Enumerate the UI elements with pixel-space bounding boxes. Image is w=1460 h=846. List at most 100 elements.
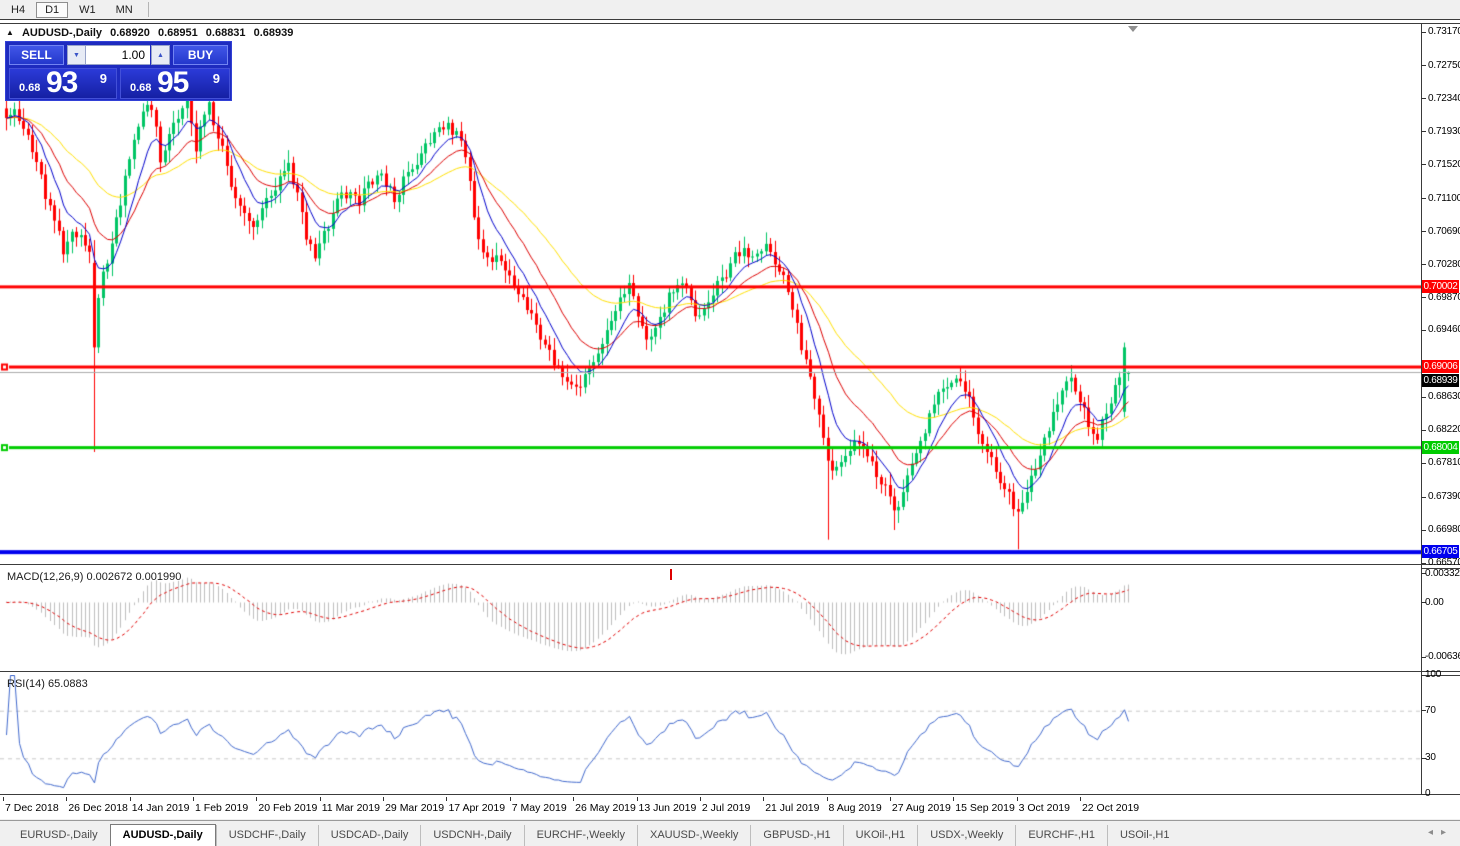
rsi-scale-label: 100 [1425, 669, 1442, 680]
time-axis-tick [383, 797, 385, 801]
price-axis-label: 0.70690 [1428, 225, 1460, 237]
time-axis-label: 22 Oct 2019 [1081, 802, 1140, 814]
macd-canvas[interactable] [0, 568, 1421, 671]
sell-price-button[interactable]: 0.68 93 9 [9, 66, 117, 99]
chart-window: 0.73170 0.72750 0.72340 0.71930 0.71520 0.711… [0, 24, 1460, 819]
tab-usdchf-daily[interactable]: USDCHF-,Daily [215, 825, 318, 846]
chart-title: ▲ AUDUSD-,Daily 0.68920 0.68951 0.68831 … [6, 27, 293, 39]
tab-eurchf-weekly[interactable]: EURCHF-,Weekly [523, 825, 637, 846]
timeframe-button-d1[interactable]: D1 [36, 1, 69, 18]
timeframe-button-w1[interactable]: W1 [79, 3, 96, 16]
time-axis-label: 8 Aug 2019 [828, 802, 882, 814]
time-axis-tick [889, 797, 891, 801]
time-axis-tick [66, 797, 68, 801]
tab-eurchf-h1[interactable]: EURCHF-,H1 [1015, 825, 1107, 846]
macd-scale-label: -0.00636 [1425, 651, 1460, 663]
chart-tabs: EURUSD-,Daily AUDUSD-,Daily USDCHF-,Daily U… [8, 824, 1181, 846]
rsi-scale-tick [1421, 710, 1426, 712]
buy-price-sup: 9 [212, 71, 220, 86]
price-axis-label: 0.68220 [1428, 424, 1460, 436]
rsi-canvas[interactable] [0, 675, 1421, 794]
tab-gbpusd-h1[interactable]: GBPUSD-,H1 [750, 825, 842, 846]
buy-price-button[interactable]: 0.68 95 9 [120, 66, 230, 99]
time-axis-tick [509, 797, 511, 801]
price-axis-border [1421, 24, 1422, 794]
rsi-scale-tick [1421, 674, 1426, 676]
macd-value-main: 0.002672 [86, 571, 133, 583]
tab-ukoil-h1[interactable]: UKOil-,H1 [842, 825, 918, 846]
volume-increment-button[interactable]: ▲ [151, 45, 170, 65]
macd-label: MACD(12,26,9) 0.002672 0.001990 [7, 571, 182, 583]
tab-usoil-h1[interactable]: USOil-,H1 [1106, 825, 1182, 846]
symbol-collapse-arrow-icon[interactable]: ▲ [6, 28, 14, 37]
price-axis-tick [1421, 198, 1426, 200]
price-axis-tick [1421, 164, 1426, 166]
bid-price-tag: 0.68939 [1422, 374, 1459, 388]
time-axis-label: 26 Dec 2018 [68, 802, 128, 814]
time-axis-label: 14 Jan 2019 [131, 802, 190, 814]
time-axis-label: 7 May 2019 [511, 802, 567, 814]
price-axis-tick [1421, 462, 1426, 464]
toolbar-divider [147, 2, 149, 17]
macd-scale-tick [1421, 573, 1426, 575]
ohlc-high: 0.68951 [157, 27, 198, 39]
rsi-value: 65.0883 [47, 678, 88, 690]
rsi-scale-tick [1421, 793, 1426, 795]
sell-price-big: 93 [46, 66, 78, 99]
sell-button[interactable]: SELL [9, 45, 64, 65]
time-axis-tick [1016, 797, 1018, 801]
timeframe-buttons: H4 D1 W1 MN [0, 1, 142, 18]
macd-object-marker [670, 569, 672, 580]
chart-symbol-label: AUDUSD-,Daily [21, 27, 103, 39]
price-axis-tick [1421, 396, 1426, 398]
macd-scale-label: 0.00 [1425, 596, 1444, 608]
hline-price-tag: 0.66705 [1422, 545, 1459, 559]
time-axis-tick [763, 797, 765, 801]
time-axis[interactable]: 7 Dec 2018 26 Dec 2018 14 Jan 2019 1 Feb 20… [0, 797, 1460, 819]
price-axis-label: 0.66980 [1428, 524, 1460, 536]
volume-decrement-button[interactable]: ▼ [67, 45, 86, 65]
time-axis-tick [636, 797, 638, 801]
main-chart-canvas[interactable] [0, 24, 1421, 564]
timeframe-button-mn[interactable]: MN [115, 3, 133, 16]
chart-tab-bar: EURUSD-,Daily AUDUSD-,Daily USDCHF-,Daily U… [0, 820, 1460, 846]
rsi-scale-label: 70 [1425, 704, 1436, 716]
time-axis-label: 17 Apr 2019 [448, 802, 506, 814]
tab-eurusd-daily[interactable]: EURUSD-,Daily [20, 829, 98, 841]
price-axis-label: 0.69460 [1428, 324, 1460, 336]
price-axis-tick [1421, 496, 1426, 498]
time-axis-tick [129, 797, 131, 801]
ohlc-open: 0.68920 [110, 27, 150, 39]
price-axis-tick [1421, 329, 1426, 331]
macd-scale-label: 0.00332 [1425, 567, 1460, 579]
price-axis-tick [1421, 65, 1426, 67]
time-axis-label: 11 Mar 2019 [321, 802, 380, 814]
price-axis-label: 0.67810 [1428, 457, 1460, 469]
price-axis-label: 0.71930 [1428, 125, 1460, 137]
price-axis-label: 0.69870 [1428, 291, 1460, 303]
price-axis-tick [1421, 529, 1426, 531]
time-axis-label: 3 Oct 2019 [1018, 802, 1070, 814]
time-axis-tick [319, 797, 321, 801]
price-axis-tick [1421, 231, 1426, 233]
tab-scroll-arrows: ◂▸ [1428, 827, 1454, 838]
volume-input[interactable] [86, 45, 150, 65]
time-axis-tick [3, 797, 4, 801]
time-axis-tick [826, 797, 828, 801]
chart-shift-marker-icon [1128, 26, 1138, 32]
macd-value-signal: 0.001990 [135, 571, 182, 583]
tab-usdcad-daily[interactable]: USDCAD-,Daily [317, 825, 421, 846]
tab-audusd-daily[interactable]: AUDUSD-,Daily [109, 824, 216, 846]
tab-scroll-right-icon[interactable]: ▸ [1440, 827, 1454, 838]
tab-xauusd-weekly[interactable]: XAUUSD-,Weekly [636, 825, 750, 846]
price-axis-label: 0.71520 [1428, 158, 1460, 170]
tab-scroll-left-icon[interactable]: ◂ [1427, 827, 1441, 838]
price-axis-tick [1421, 98, 1426, 100]
buy-button[interactable]: BUY [173, 45, 228, 65]
rsi-label: RSI(14) 65.0883 [7, 678, 88, 690]
hline-price-tag: 0.69006 [1422, 360, 1459, 374]
timeframe-button-h4[interactable]: H4 [11, 3, 26, 16]
tab-usdx-weekly[interactable]: USDX-,Weekly [917, 825, 1015, 846]
rsi-scale-label: 30 [1425, 752, 1436, 764]
tab-usdcnh-daily[interactable]: USDCNH-,Daily [420, 825, 523, 846]
